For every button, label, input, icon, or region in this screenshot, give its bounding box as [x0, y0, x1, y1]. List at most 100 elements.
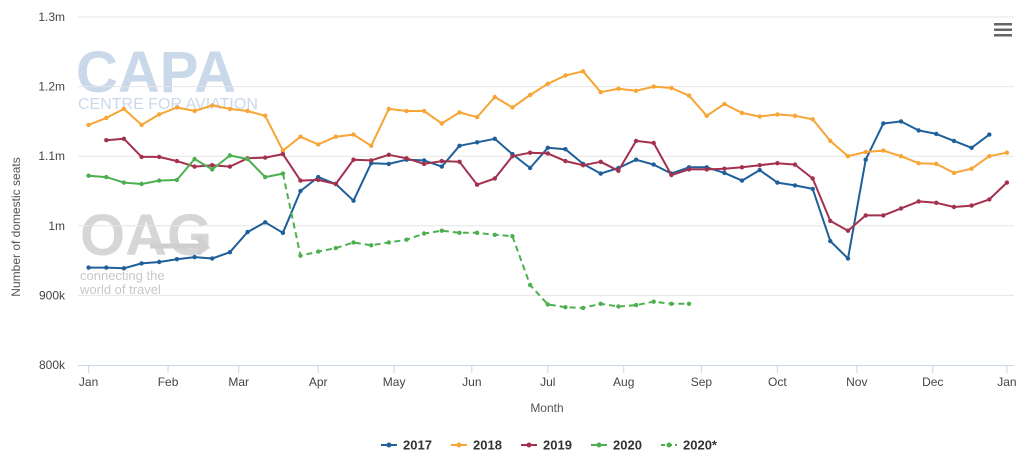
data-point[interactable] — [351, 132, 356, 137]
data-point[interactable] — [722, 101, 727, 107]
data-point[interactable] — [863, 157, 868, 162]
data-point[interactable] — [598, 159, 603, 164]
data-point[interactable] — [527, 165, 533, 171]
data-point[interactable] — [192, 108, 197, 114]
data-point[interactable] — [545, 302, 550, 307]
data-point[interactable] — [280, 230, 286, 235]
data-point[interactable] — [987, 197, 992, 202]
data-point[interactable] — [333, 134, 338, 139]
data-point[interactable] — [739, 178, 745, 183]
data-point[interactable] — [739, 165, 745, 170]
data-point[interactable] — [210, 256, 215, 261]
series-line[interactable] — [88, 120, 990, 270]
data-point[interactable] — [298, 253, 303, 258]
data-point[interactable] — [492, 232, 497, 237]
data-point[interactable] — [633, 302, 639, 308]
data-point[interactable] — [404, 108, 409, 114]
data-point[interactable] — [457, 159, 462, 164]
data-point[interactable] — [792, 183, 798, 188]
data-point[interactable] — [192, 156, 197, 162]
data-point[interactable] — [174, 257, 180, 262]
data-point[interactable] — [686, 93, 692, 98]
data-point[interactable] — [210, 167, 215, 172]
data-point[interactable] — [881, 148, 886, 153]
data-point[interactable] — [351, 240, 356, 245]
data-point[interactable] — [139, 261, 144, 266]
data-point[interactable] — [510, 234, 515, 239]
data-point[interactable] — [333, 245, 338, 251]
data-point[interactable] — [704, 167, 709, 172]
data-point[interactable] — [775, 161, 780, 166]
data-point[interactable] — [757, 167, 762, 173]
legend-item-2018[interactable]: 2018 — [451, 438, 502, 453]
data-point[interactable] — [227, 153, 233, 158]
data-point[interactable] — [1004, 180, 1010, 185]
legend-item-2017[interactable]: 2017 — [381, 438, 432, 453]
data-point[interactable] — [280, 148, 286, 153]
data-point[interactable] — [987, 154, 992, 159]
data-point[interactable] — [492, 136, 497, 141]
data-point[interactable] — [157, 259, 162, 265]
data-point[interactable] — [651, 84, 656, 89]
data-point[interactable] — [104, 115, 109, 121]
data-point[interactable] — [881, 121, 886, 126]
data-point[interactable] — [722, 166, 727, 171]
data-point[interactable] — [139, 154, 144, 160]
data-point[interactable] — [298, 134, 303, 139]
data-point[interactable] — [245, 108, 250, 114]
data-point[interactable] — [757, 114, 762, 119]
data-point[interactable] — [898, 206, 904, 211]
data-point[interactable] — [863, 213, 868, 218]
data-point[interactable] — [86, 265, 91, 270]
data-point[interactable] — [263, 174, 268, 180]
data-point[interactable] — [669, 172, 674, 178]
data-point[interactable] — [457, 110, 462, 115]
data-point[interactable] — [386, 240, 391, 245]
data-point[interactable] — [633, 88, 639, 94]
data-point[interactable] — [510, 105, 515, 110]
data-point[interactable] — [951, 138, 957, 144]
data-point[interactable] — [369, 243, 374, 248]
data-point[interactable] — [351, 198, 356, 203]
data-point[interactable] — [598, 171, 603, 176]
data-point[interactable] — [845, 228, 851, 233]
data-point[interactable] — [616, 168, 621, 173]
data-point[interactable] — [474, 230, 480, 235]
data-point[interactable] — [669, 85, 674, 91]
data-point[interactable] — [916, 161, 921, 166]
data-point[interactable] — [210, 163, 215, 168]
data-point[interactable] — [192, 254, 197, 260]
data-point[interactable] — [280, 151, 286, 157]
data-point[interactable] — [527, 92, 533, 98]
data-point[interactable] — [157, 112, 162, 117]
data-point[interactable] — [421, 231, 427, 236]
data-point[interactable] — [969, 145, 974, 150]
data-point[interactable] — [563, 305, 568, 310]
data-point[interactable] — [369, 143, 374, 148]
data-point[interactable] — [616, 86, 621, 91]
data-point[interactable] — [916, 199, 921, 204]
data-point[interactable] — [757, 163, 762, 168]
data-point[interactable] — [898, 119, 904, 124]
data-point[interactable] — [386, 152, 391, 157]
data-point[interactable] — [245, 229, 250, 235]
data-point[interactable] — [686, 167, 692, 172]
data-point[interactable] — [280, 171, 286, 176]
data-point[interactable] — [598, 90, 603, 95]
data-point[interactable] — [828, 218, 833, 224]
data-point[interactable] — [863, 149, 868, 155]
data-point[interactable] — [739, 110, 745, 116]
data-point[interactable] — [792, 113, 798, 119]
data-point[interactable] — [792, 162, 798, 167]
data-point[interactable] — [316, 177, 321, 183]
data-point[interactable] — [545, 151, 550, 156]
data-point[interactable] — [404, 156, 409, 161]
data-point[interactable] — [474, 182, 480, 187]
series-line[interactable] — [281, 173, 689, 309]
data-point[interactable] — [86, 173, 91, 178]
data-point[interactable] — [139, 122, 144, 128]
data-point[interactable] — [510, 154, 515, 159]
data-point[interactable] — [810, 186, 815, 192]
data-point[interactable] — [121, 136, 127, 141]
data-point[interactable] — [457, 230, 462, 235]
